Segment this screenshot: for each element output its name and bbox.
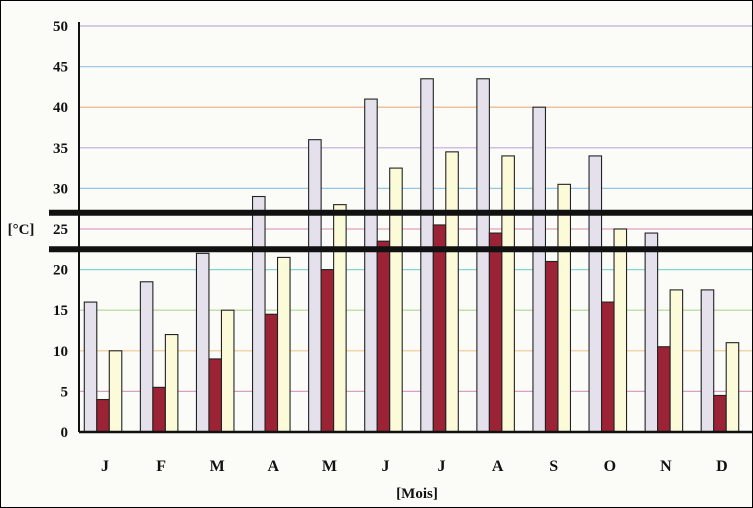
y-tick-label: 50 [53, 19, 68, 35]
y-tick-label: 30 [53, 181, 68, 197]
bar [420, 78, 434, 433]
bar [83, 301, 98, 433]
bar [264, 313, 279, 433]
x-tick-label: N [660, 458, 672, 475]
bar [445, 151, 459, 433]
bar [152, 386, 166, 433]
bars [83, 78, 740, 433]
bar [208, 358, 223, 433]
y-tick-labels: 0 5 10 15 20 25 30 35 40 45 50 [53, 19, 68, 441]
axes [78, 22, 752, 434]
bar [488, 232, 503, 433]
bar [376, 240, 391, 433]
bar [613, 228, 628, 433]
x-tick-label: O [604, 458, 616, 475]
x-tick-label: A [492, 458, 504, 475]
x-tick-label: M [210, 458, 225, 475]
y-tick-label: 40 [53, 100, 68, 116]
bar [164, 334, 179, 433]
y-tick-label: 15 [53, 303, 68, 319]
x-tick-label: S [549, 458, 558, 475]
bar [700, 289, 715, 433]
bar [544, 260, 559, 433]
bar [532, 106, 547, 433]
bar [220, 309, 235, 433]
bar [364, 98, 378, 433]
bar [432, 224, 447, 433]
bar [600, 301, 615, 433]
y-tick-label: 35 [53, 141, 68, 157]
bar [96, 398, 110, 433]
y-tick-label: 0 [61, 425, 69, 441]
bar [308, 139, 322, 433]
x-axis-label: [Mois] [396, 486, 438, 502]
gridlines [79, 25, 752, 392]
y-tick-label: 5 [61, 384, 69, 400]
bar [276, 256, 291, 433]
x-tick-label: A [268, 458, 280, 475]
bar [333, 204, 347, 433]
x-tick-label: J [381, 458, 389, 475]
reference-lines [49, 209, 752, 253]
bar [713, 394, 727, 433]
bar [320, 269, 335, 433]
bar [557, 183, 572, 433]
bar [476, 78, 490, 433]
x-tick-label: F [156, 458, 166, 475]
bar [657, 346, 671, 433]
bar [669, 289, 684, 433]
bar [251, 195, 266, 433]
x-tick-label: M [322, 458, 337, 475]
bar [588, 155, 603, 433]
x-tick-label: D [716, 458, 728, 475]
bar [501, 155, 515, 433]
y-tick-label: 25 [53, 222, 68, 238]
bar [108, 350, 123, 433]
y-tick-label: 20 [53, 263, 68, 279]
x-tick-label: J [438, 458, 446, 475]
bar [389, 167, 403, 433]
bar [139, 281, 154, 433]
bar [725, 342, 740, 433]
y-tick-label: 45 [53, 60, 68, 76]
bar [195, 252, 210, 433]
y-axis-label: [°C] [8, 222, 35, 238]
x-tick-label: J [101, 458, 109, 475]
y-tick-label: 10 [53, 344, 68, 360]
bar [644, 232, 659, 433]
